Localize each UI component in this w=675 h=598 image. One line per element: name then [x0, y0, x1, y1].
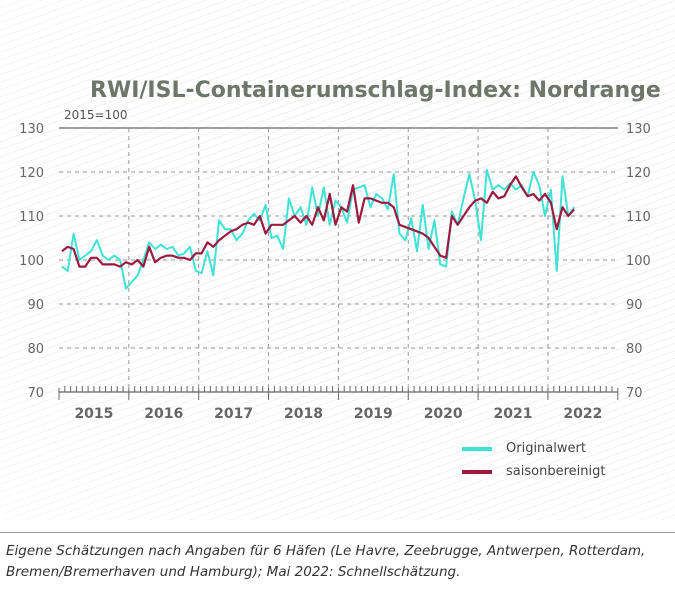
series-line-saisonbereinigt	[61, 175, 575, 268]
caption: Eigene Schätzungen nach Angaben für 6 Hä…	[6, 543, 646, 580]
y-tick-label-right: 90	[626, 298, 643, 313]
y-tick-label-left: 100	[19, 254, 44, 269]
x-tick-label: 2021	[494, 406, 533, 422]
y-tick-label-left: 110	[19, 210, 44, 225]
chart-subtitle: 2015=100	[64, 108, 128, 122]
y-tick-label-left: 80	[27, 342, 44, 357]
x-tick-label: 2022	[563, 406, 602, 422]
y-tick-label-right: 110	[626, 210, 651, 225]
y-tick-label-left: 90	[27, 298, 44, 313]
x-tick-label: 2017	[214, 406, 253, 422]
legend: Originalwert saisonbereinigt	[462, 437, 605, 483]
x-tick-label: 2015	[74, 406, 113, 422]
map-background	[0, 0, 675, 520]
x-tick-label: 2018	[284, 406, 323, 422]
divider	[0, 532, 675, 533]
y-tick-label-left: 120	[19, 166, 44, 181]
y-tick-label-right: 80	[626, 342, 643, 357]
series-line-originalwert	[61, 168, 575, 290]
y-tick-label-left: 130	[19, 122, 44, 137]
y-tick-label-right: 70	[626, 386, 643, 401]
y-tick-label-right: 130	[626, 122, 651, 137]
legend-label: saisonbereinigt	[506, 464, 606, 479]
legend-label: Originalwert	[506, 441, 586, 456]
legend-swatch	[462, 446, 492, 451]
legend-item-sa: saisonbereinigt	[462, 460, 605, 483]
x-tick-label: 2019	[354, 406, 393, 422]
y-tick-label-left: 70	[27, 386, 44, 401]
chart-title: RWI/ISL-Containerumschlag-Index: Nordran…	[90, 78, 661, 103]
chart: 70 70 80 80 90 90 100 100 110 110 120 120 130 130 2015…	[19, 122, 651, 422]
y-tick-label-right: 100	[626, 254, 651, 269]
legend-item-original: Originalwert	[462, 437, 605, 460]
y-tick-label-right: 120	[626, 166, 651, 181]
legend-swatch	[462, 469, 492, 474]
x-tick-label: 2020	[424, 406, 463, 422]
x-tick-label: 2016	[144, 406, 183, 422]
